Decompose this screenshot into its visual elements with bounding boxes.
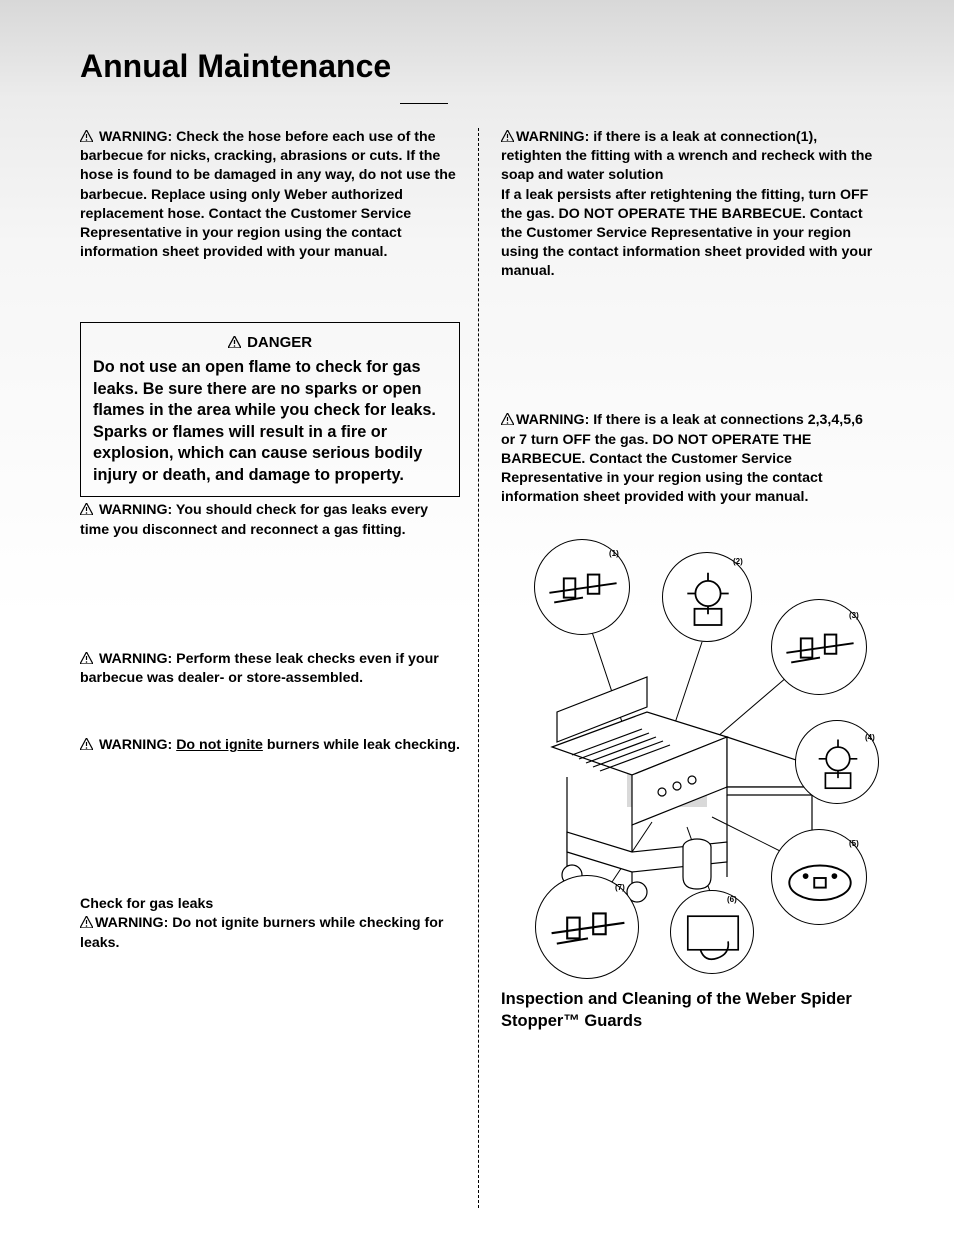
callout-label-2: (2) [733,557,743,568]
warning-conn1: WARNING: if there is a leak at connectio… [501,128,877,186]
warning-conn-2to7: WARNING: If there is a leak at connectio… [501,411,877,507]
check-gas-leaks-head: Check for gas leaks [80,895,460,914]
callout-label-6: (6) [727,895,737,906]
warning-icon [80,130,93,142]
warning-icon [228,336,241,348]
warning-no-ignite-underline: Do not ignite [176,737,263,753]
two-column-layout: WARNING: Check the hose before each use … [80,128,894,1208]
warning-no-ignite-pre: WARNING: [99,737,176,753]
warning-dealer: WARNING: Perform these leak checks even … [80,650,460,688]
title-rule [400,103,448,104]
warning-icon [80,652,93,664]
warning-icon [80,503,93,515]
warning-conn1-persist: If a leak persists after retightening th… [501,186,877,282]
danger-title: DANGER [93,333,447,353]
callout-label-3: (3) [849,611,859,622]
warning-hose: WARNING: Check the hose before each use … [80,128,460,262]
warning-no-ignite-post: burners while leak checking. [263,737,460,753]
danger-title-text: DANGER [247,334,312,351]
warning-dealer-text: WARNING: Perform these leak checks even … [80,651,439,686]
warning-reconnect-text: WARNING: You should check for gas leaks … [80,502,428,537]
warning-icon [501,130,514,142]
warning-icon [80,916,93,928]
page-title: Annual Maintenance [80,48,894,85]
warning-hose-text: WARNING: Check the hose before each use … [80,129,456,260]
warning-icon [80,738,93,750]
warning-no-ignite-2: WARNING: Do not ignite burners while che… [80,914,460,952]
warning-reconnect: WARNING: You should check for gas leaks … [80,501,460,539]
callout-label-4: (4) [865,733,875,744]
grill-connections-diagram: (1) (2) (3) (4) (5) (6) (7) [497,537,881,977]
left-column: WARNING: Check the hose before each use … [80,128,478,969]
right-column: WARNING: if there is a leak at connectio… [479,128,877,1032]
callout-label-5: (5) [849,839,859,850]
callout-6 [670,890,754,974]
callout-label-7: (7) [615,883,625,894]
danger-box: DANGER Do not use an open flame to check… [80,322,460,497]
warning-conn1-text: WARNING: if there is a leak at connectio… [501,129,872,183]
inspection-section-head: Inspection and Cleaning of the Weber Spi… [501,989,877,1032]
warning-conn-2to7-text: WARNING: If there is a leak at connectio… [501,412,863,505]
warning-no-ignite-2-text: WARNING: Do not ignite burners while che… [80,915,443,950]
warning-no-ignite: WARNING: Do not ignite burners while lea… [80,736,460,755]
warning-icon [501,413,514,425]
callout-label-1: (1) [609,549,619,560]
danger-body: Do not use an open flame to check for ga… [93,357,447,486]
